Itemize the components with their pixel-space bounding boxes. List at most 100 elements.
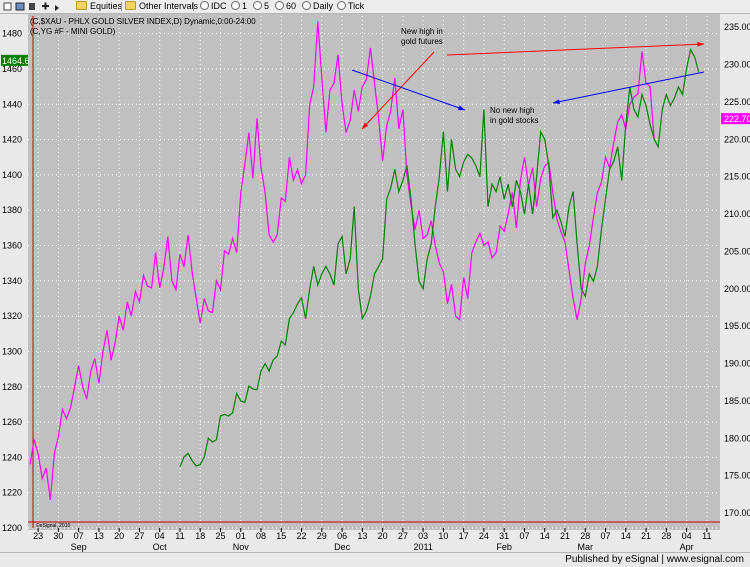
interval-60[interactable]: 60 — [275, 0, 296, 13]
left-tick-label: 1260 — [2, 417, 22, 427]
x-tick-label: 31 — [499, 531, 509, 541]
series-lines — [29, 21, 700, 500]
right-tick-label: 220.00 — [724, 134, 750, 144]
toolbar-icons[interactable] — [2, 0, 62, 13]
red-arrow-to-dec-high — [361, 51, 435, 130]
blue-arrow-from-dec-high — [351, 69, 466, 111]
x-month-label: Mar — [578, 542, 594, 552]
x-tick-label: 07 — [519, 531, 529, 541]
menu-equities[interactable]: Equities — [76, 0, 122, 13]
last-value-box-right — [721, 113, 750, 125]
last-value-left: 1464.6 — [2, 56, 30, 66]
left-axis: 1200 1220 1240 1260 1280 1300 1320 1340 1360 1380… — [2, 29, 22, 533]
x-tick-label: 14 — [540, 531, 550, 541]
red-arrow-to-apr-high — [446, 43, 705, 56]
left-tick-label: 1220 — [2, 488, 22, 498]
radio-icon — [337, 1, 346, 10]
x-tick-label: 20 — [114, 531, 124, 541]
x-tick-label: 27 — [398, 531, 408, 541]
x-tick-label: 24 — [479, 531, 489, 541]
blue-arrow-from-apr-high-head — [553, 99, 560, 105]
gold-stocks-line — [179, 47, 700, 467]
radio-icon — [231, 1, 240, 10]
x-tick-label: 14 — [621, 531, 631, 541]
x-tick-label: 28 — [580, 531, 590, 541]
x-tick-label: 01 — [236, 531, 246, 541]
last-value-labels: 1464.6 222.70 — [1, 54, 750, 125]
gridlines — [28, 16, 720, 529]
toolbar-buttons-icon[interactable] — [2, 0, 62, 13]
last-value-right: 222.70 — [724, 114, 750, 124]
x-month-label: Dec — [334, 542, 351, 552]
interval-5[interactable]: 5 — [253, 0, 269, 13]
left-tick-label: 1280 — [2, 382, 22, 392]
x-tick-label: 15 — [276, 531, 286, 541]
interval-1-label: 1 — [242, 1, 248, 11]
right-tick-label: 225.00 — [724, 97, 750, 107]
x-month-label: Apr — [680, 542, 694, 552]
left-tick-label: 1200 — [2, 523, 22, 533]
x-tick-label: 22 — [297, 531, 307, 541]
right-axis: 170.00 175.00 180.00 185.00 190.00 195.00 200.… — [724, 22, 750, 518]
x-tick-label: 30 — [53, 531, 63, 541]
x-tick-label: 23 — [33, 531, 43, 541]
interval-1[interactable]: 1 — [231, 0, 247, 13]
left-tick-label: 1320 — [2, 311, 22, 321]
blue-arrow-from-apr-high — [552, 71, 705, 104]
right-tick-label: 200.00 — [724, 284, 750, 294]
radio-icon — [275, 1, 284, 10]
chart-header-xau: (C,$XAU - PHLX GOLD SILVER INDEX,D) Dyna… — [30, 17, 256, 26]
interval-60-label: 60 — [286, 1, 297, 11]
left-tick-label: 1480 — [2, 29, 22, 39]
x-tick-label: 13 — [94, 531, 104, 541]
watermark: ©eSignal, 2010 — [36, 522, 70, 529]
menu-other-intervals-label: Other Intervals — [139, 1, 199, 11]
menu-equities-label: Equities — [90, 1, 123, 11]
x-tick-label: 10 — [438, 531, 448, 541]
left-tick-label: 1340 — [2, 276, 22, 286]
left-tick-label: 1360 — [2, 241, 22, 251]
last-value-box-left — [1, 54, 28, 66]
right-tick-label: 175.00 — [724, 471, 750, 481]
x-tick-label: 11 — [175, 531, 184, 541]
x-tick-label: 11 — [702, 531, 711, 541]
x-tick-label: 07 — [601, 531, 611, 541]
x-tick-label: 28 — [661, 531, 671, 541]
x-tick-label: 21 — [641, 531, 651, 541]
interval-tick-label: Tick — [348, 1, 365, 11]
red-arrow-to-apr-high-head — [697, 41, 704, 47]
x-tick-label: 20 — [378, 531, 388, 541]
annotation-arrows — [351, 41, 705, 130]
menu-other-intervals[interactable]: Other Intervals — [125, 0, 198, 13]
x-tick-label: 04 — [155, 531, 165, 541]
price-chart[interactable]: (C,$XAU - PHLX GOLD SILVER INDEX,D) Dyna… — [0, 14, 750, 552]
publisher-credit: Published by eSignal | www.esignal.com — [565, 554, 744, 565]
right-tick-label: 190.00 — [724, 359, 750, 369]
folder-icon — [76, 1, 87, 10]
plot-area — [28, 14, 720, 530]
toolbar: Equities Other Intervals IDC 1 5 60 Dail… — [0, 0, 750, 14]
right-tick-label: 185.00 — [724, 396, 750, 406]
right-tick-label: 230.00 — [724, 60, 750, 70]
x-tick-label: 08 — [256, 531, 266, 541]
interval-idc[interactable]: IDC — [200, 0, 227, 13]
x-tick-label: 21 — [560, 531, 570, 541]
interval-idc-label: IDC — [211, 1, 227, 11]
x-tick-label: 07 — [74, 531, 84, 541]
right-tick-label: 195.00 — [724, 321, 750, 331]
folder-icon — [125, 1, 136, 10]
interval-5-label: 5 — [264, 1, 270, 11]
x-tick-label: 27 — [134, 531, 144, 541]
x-tick-label: 13 — [357, 531, 367, 541]
interval-daily-label: Daily — [313, 1, 334, 11]
interval-tick[interactable]: Tick — [337, 0, 364, 13]
x-month-label: Nov — [233, 542, 250, 552]
radio-icon — [200, 1, 209, 10]
interval-daily[interactable]: Daily — [302, 0, 333, 13]
x-tick-label: 04 — [682, 531, 692, 541]
gold-futures-line — [29, 21, 655, 500]
left-tick-label: 1400 — [2, 170, 22, 180]
x-month-label: Sep — [71, 542, 87, 552]
x-tick-label: 17 — [459, 531, 469, 541]
left-tick-label: 1440 — [2, 99, 22, 109]
